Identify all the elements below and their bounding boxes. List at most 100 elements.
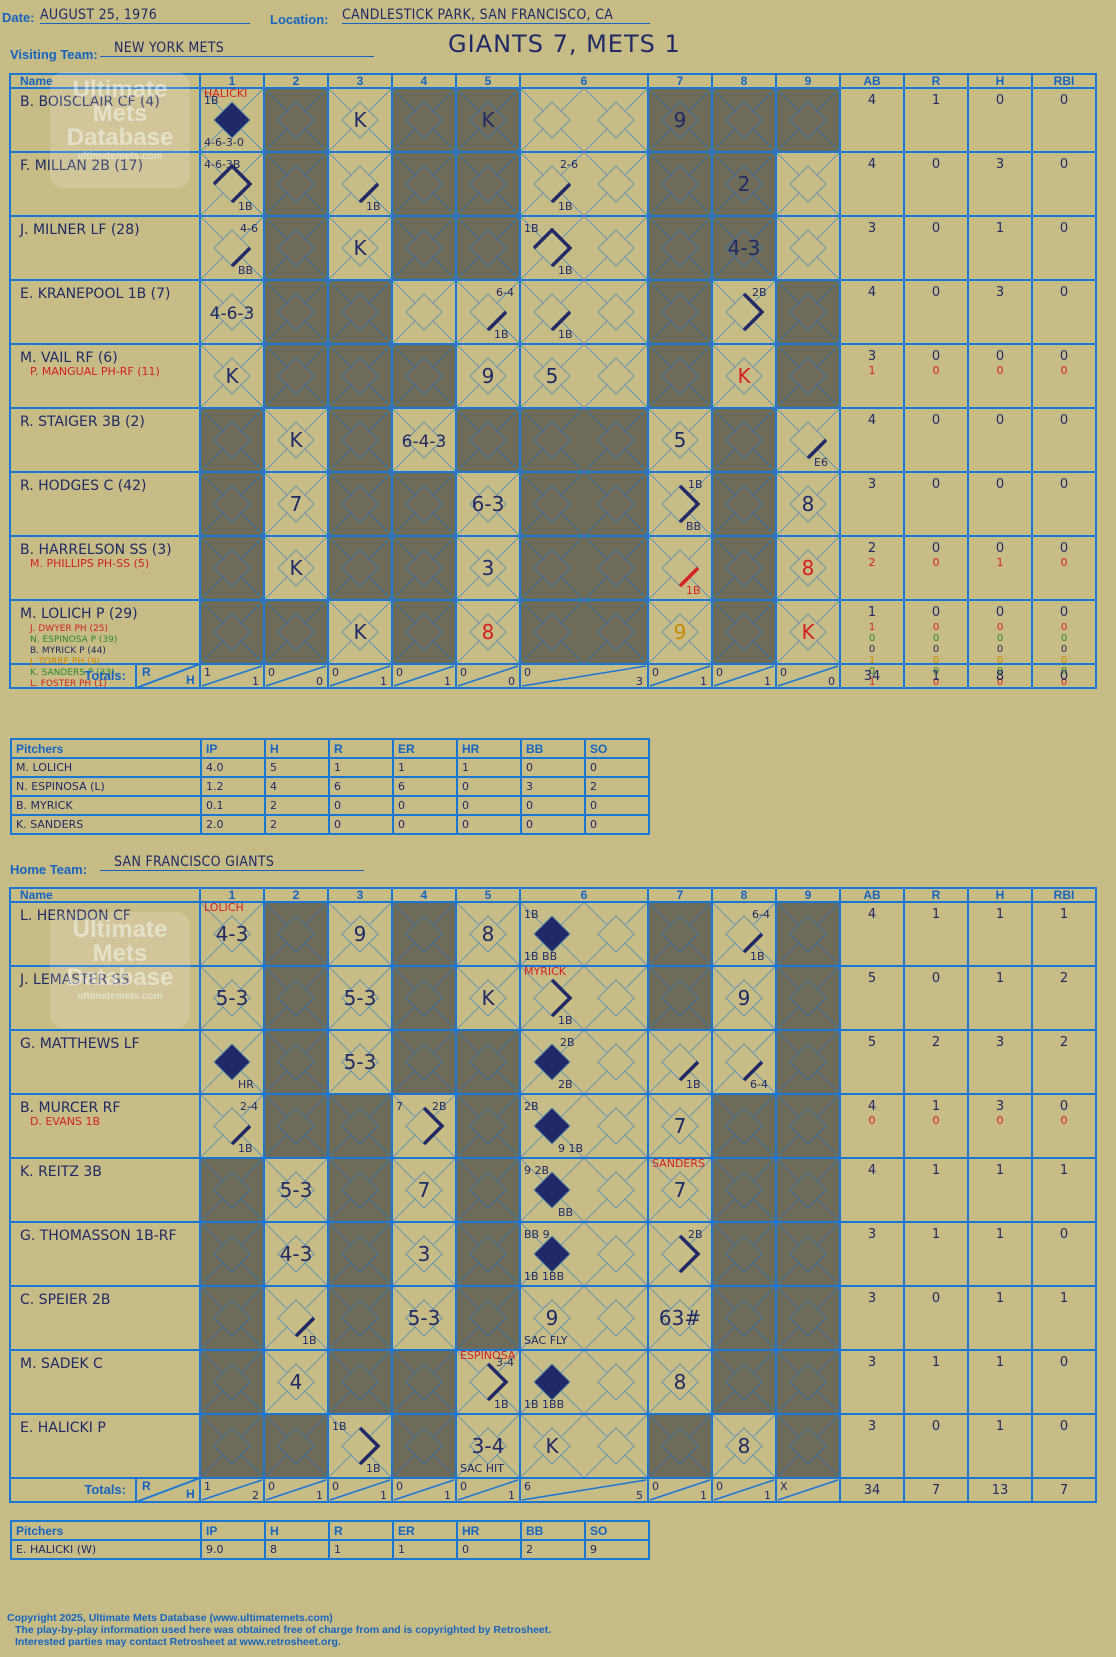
home-guide-line <box>263 1006 288 1031</box>
home-guide-line <box>391 1157 416 1182</box>
home-guide-line <box>304 942 329 967</box>
visitors-guide-line <box>519 256 544 281</box>
visitors-guide-line <box>647 192 672 217</box>
visitors-guide-line <box>240 279 265 304</box>
visitors-diamond-guide <box>661 165 699 203</box>
visitors-guide-line <box>432 448 457 473</box>
visitors-guide-line <box>647 512 672 537</box>
home-guide-line <box>647 1029 672 1054</box>
visitors-guide-line <box>432 535 457 560</box>
home-guide-line <box>688 1413 713 1438</box>
visitors-stat-value: 0 <box>1060 285 1068 300</box>
home-diamond-guide <box>213 1235 251 1273</box>
home-guide-line <box>560 1029 585 1054</box>
home-guide-line <box>455 1006 480 1031</box>
home-guide-line <box>560 1221 585 1246</box>
home-diamond-guide <box>661 915 699 953</box>
visitors-guide-line <box>519 279 544 304</box>
home-guide-line <box>688 1221 713 1246</box>
home-guide-line <box>240 1093 265 1118</box>
visitors-diamond-guide <box>725 229 763 267</box>
home-diamond-guide <box>789 1363 827 1401</box>
visitors-guide-line <box>263 343 288 368</box>
visitors-player-name: E. KRANEPOOL 1B (7) <box>20 286 171 302</box>
home-guide-line <box>368 1157 393 1182</box>
home-diamond-guide <box>789 1171 827 1209</box>
visitors-guide-line <box>327 512 352 537</box>
home-guide-line <box>432 1285 457 1310</box>
visitors-guide-line <box>560 256 585 281</box>
home-guide-line <box>368 1390 393 1415</box>
home-play-result: 8 <box>674 1370 687 1394</box>
home-play-note: BB <box>558 1206 573 1219</box>
visitors-guide-line <box>775 576 800 601</box>
home-guide-line <box>711 1326 736 1351</box>
visitors-guide-line <box>647 320 672 345</box>
home-guide-line <box>327 1070 352 1095</box>
visitors-sub-stat-value: 0 <box>933 666 939 677</box>
visitors-stat-value: 0 <box>1060 349 1068 364</box>
home-guide-line <box>432 1134 457 1159</box>
visitors-guide-line <box>263 256 288 281</box>
home-guide-line <box>432 1093 457 1118</box>
visitors-guide-line <box>327 471 352 496</box>
home-guide-line <box>240 1134 265 1159</box>
home-diamond-guide <box>405 1043 443 1081</box>
visitors-diamond-guide <box>469 357 507 395</box>
visitors-guide-line <box>496 448 521 473</box>
visitors-diamond-guide <box>597 229 635 267</box>
home-guide-line <box>519 1198 544 1223</box>
visitors-guide-line <box>752 384 777 409</box>
home-guide-line <box>560 1349 585 1374</box>
visitors-diamond-guide <box>725 421 763 459</box>
visitors-guide-line <box>455 448 480 473</box>
visitors-guide-line <box>688 471 713 496</box>
home-play-result: 4-3 <box>216 922 249 946</box>
visitors-guide-line <box>560 448 585 473</box>
home-guide-line <box>519 1454 544 1479</box>
home-pitching-header: IP <box>200 1520 266 1541</box>
home-guide-line <box>391 1006 416 1031</box>
home-inning-runs: X <box>780 1480 788 1493</box>
home-guide-line <box>368 1070 393 1095</box>
visitors-guide-line <box>327 151 352 176</box>
home-guide-line <box>263 1029 288 1054</box>
visitors-guide-line <box>752 512 777 537</box>
visitors-guide-line <box>304 87 329 112</box>
home-guide-line <box>624 1029 649 1054</box>
home-guide-line <box>391 942 416 967</box>
home-stat-value: 1 <box>932 1099 940 1114</box>
visitors-guide-line <box>432 320 457 345</box>
visitors-sub-name: N. ESPINOSA P (39) <box>30 635 117 645</box>
visitors-inning-hits: 3 <box>636 675 643 688</box>
visitors-guide-line <box>368 343 393 368</box>
visitors-guide-line <box>816 87 841 112</box>
visitors-guide-line <box>199 320 224 345</box>
home-diamond-guide <box>533 1363 571 1401</box>
visitors-diamond-guide <box>661 421 699 459</box>
home-play-result: 7 <box>674 1178 687 1202</box>
home-guide-line <box>519 1285 544 1310</box>
home-total-stat: 13 <box>992 1483 1009 1498</box>
home-pitcher-change-note: ESPINOSA <box>460 1349 516 1362</box>
home-guide-line <box>688 1326 713 1351</box>
visitors-guide-line <box>327 384 352 409</box>
home-guide-line <box>240 1413 265 1438</box>
visitors-play-note: 1B <box>238 200 253 213</box>
visitors-diamond-guide <box>661 613 699 651</box>
home-guide-line <box>624 1093 649 1118</box>
visitors-guide-line <box>304 407 329 432</box>
visitors-guide-line <box>304 256 329 281</box>
visitors-guide-line <box>432 151 457 176</box>
visitors-sub-name: J. TORRE PH (9) <box>29 657 100 667</box>
home-guide-line <box>711 1285 736 1310</box>
visitors-sub-stat-value: 1 <box>869 677 875 688</box>
visitors-sub-stat-value: 0 <box>869 644 875 655</box>
visitors-guide-line <box>199 448 224 473</box>
home-play-result: 3-4 <box>472 1434 505 1458</box>
home-guide-line <box>199 1413 224 1438</box>
home-play-note: 1B <box>366 1462 381 1475</box>
home-guide-line <box>816 942 841 967</box>
visitors-guide-line <box>688 279 713 304</box>
home-stat-value: 0 <box>932 1419 940 1434</box>
